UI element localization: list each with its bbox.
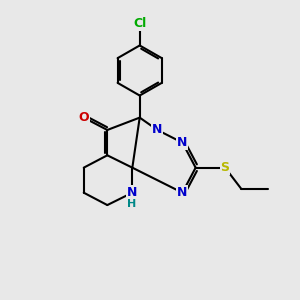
Text: O: O bbox=[78, 111, 89, 124]
Text: N: N bbox=[127, 186, 137, 199]
Text: N: N bbox=[177, 186, 188, 199]
Text: S: S bbox=[220, 161, 230, 174]
Text: H: H bbox=[127, 199, 136, 209]
Text: N: N bbox=[152, 124, 163, 136]
Text: Cl: Cl bbox=[133, 17, 146, 30]
Text: N: N bbox=[177, 136, 188, 149]
